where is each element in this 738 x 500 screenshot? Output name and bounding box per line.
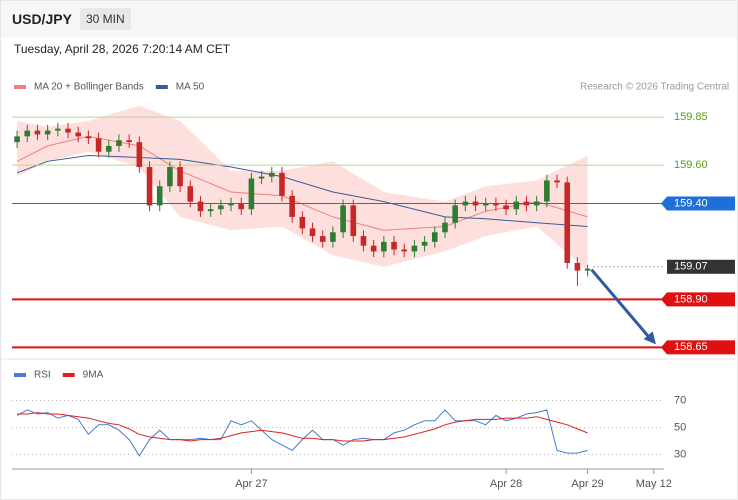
legend-swatch xyxy=(155,85,168,89)
candle-body xyxy=(105,145,112,152)
level-box xyxy=(667,340,735,355)
candle-body xyxy=(350,205,357,237)
candle-body xyxy=(544,180,550,202)
candle-body xyxy=(85,136,92,139)
symbol: USD/JPY xyxy=(12,11,72,27)
candle-body xyxy=(116,140,122,146)
candle-body xyxy=(14,136,20,143)
candle-body xyxy=(442,222,448,233)
candle-body xyxy=(381,241,387,252)
level-label: 159.07 xyxy=(674,261,708,273)
legend-label: 9MA xyxy=(83,370,104,381)
candle-body xyxy=(431,232,438,242)
timestamp: Tuesday, April 28, 2026 7:20:14 AM CET xyxy=(14,42,231,56)
forecast-arrowhead xyxy=(643,331,656,345)
x-tick-label: Apr 27 xyxy=(235,478,267,490)
y-tick-label: 70 xyxy=(674,394,686,406)
candle-body xyxy=(167,167,173,187)
level-box xyxy=(667,196,735,211)
y-tick-label: 30 xyxy=(674,448,686,460)
candle-body xyxy=(421,241,428,246)
candle-body xyxy=(55,128,61,131)
candle-body xyxy=(340,205,346,233)
level-box xyxy=(667,292,735,307)
candle-body xyxy=(289,195,295,217)
y-tick-label: 50 xyxy=(674,421,686,433)
candle-body xyxy=(513,201,520,210)
candle-body xyxy=(299,216,306,229)
candle-body xyxy=(493,203,499,206)
candle-body xyxy=(472,201,479,206)
candle-body xyxy=(187,186,194,202)
candle-body xyxy=(503,205,509,210)
candle-body xyxy=(228,203,234,206)
candle-body xyxy=(44,130,51,135)
rsi-line xyxy=(16,409,588,457)
candle-body xyxy=(411,245,418,252)
candle-body xyxy=(197,201,204,212)
candle-body xyxy=(452,205,458,223)
timeframe-button[interactable]: 30 MIN xyxy=(80,8,131,30)
level-label: 159.85 xyxy=(674,111,708,123)
candle-body xyxy=(258,176,265,179)
forecast-arrow xyxy=(590,268,652,340)
copyright: Research © 2026 Trading Central xyxy=(580,82,729,93)
legend-label: MA 20 + Bollinger Bands xyxy=(34,82,144,93)
level-label: 158.90 xyxy=(674,293,708,305)
candle-body xyxy=(574,262,581,271)
candle-body xyxy=(319,236,326,242)
candle-body xyxy=(360,236,367,246)
candle-body xyxy=(482,203,489,206)
candle-body xyxy=(523,201,530,206)
candle-body xyxy=(238,203,245,210)
candle-body xyxy=(207,209,214,212)
candle-body xyxy=(34,130,41,135)
candle-body xyxy=(65,128,71,133)
level-pointer xyxy=(661,292,667,307)
level-label: 159.60 xyxy=(674,159,708,171)
level-pointer xyxy=(661,340,667,355)
candle-body xyxy=(248,178,255,210)
x-tick-label: May 12 xyxy=(636,478,672,490)
x-tick-label: Apr 28 xyxy=(490,478,522,490)
level-label: 159.40 xyxy=(674,197,708,209)
candle-body xyxy=(279,172,285,196)
candle-body xyxy=(309,228,316,237)
level-box xyxy=(667,259,735,274)
top-bar: USD/JPY 30 MIN xyxy=(1,1,737,37)
rsi-line xyxy=(17,412,588,442)
x-tick-label: Apr 29 xyxy=(571,478,603,490)
candle-body xyxy=(554,180,560,183)
candle-body xyxy=(177,167,183,187)
legend-swatch xyxy=(62,373,75,377)
legend-label: RSI xyxy=(34,370,51,381)
level-label: 158.65 xyxy=(674,341,708,353)
candle-body xyxy=(401,249,408,252)
bollinger-band xyxy=(17,105,588,271)
candle-body xyxy=(126,140,132,143)
candle-body xyxy=(218,205,224,210)
candle-body xyxy=(391,241,397,250)
candle-body xyxy=(370,245,377,252)
candle-body xyxy=(75,132,82,137)
candle-body xyxy=(156,186,163,206)
candle-body xyxy=(136,142,143,168)
candle-body xyxy=(146,167,153,206)
candle-body xyxy=(584,268,591,271)
legend-swatch xyxy=(14,373,26,377)
level-pointer xyxy=(661,196,667,211)
candle-body xyxy=(330,232,336,242)
candle-body xyxy=(268,172,275,177)
candle-body xyxy=(564,182,571,263)
legend-swatch xyxy=(14,85,26,89)
candle-body xyxy=(462,201,469,206)
candle-body xyxy=(24,130,31,137)
candle-body xyxy=(533,201,540,206)
candle-body xyxy=(95,138,102,152)
legend-label: MA 50 xyxy=(176,82,205,93)
